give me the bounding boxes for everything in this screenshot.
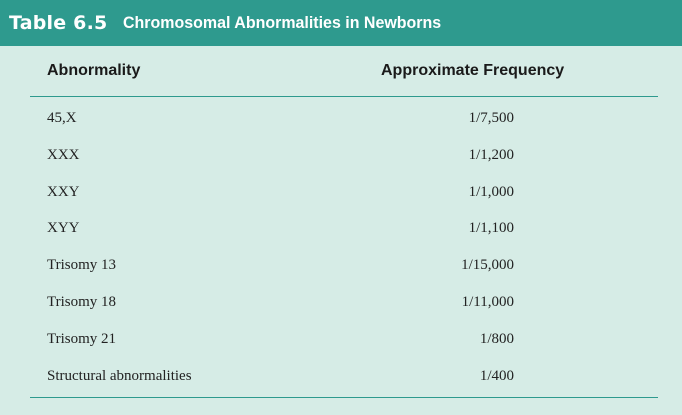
header-divider (30, 96, 658, 97)
frequency-cell: 1/800 (479, 330, 514, 347)
abnormality-cell: XXX (47, 146, 80, 163)
frequency-cell: 1/11,000 (461, 293, 514, 310)
table-row: XYY 1/1,100 (0, 210, 682, 247)
frequency-cell: 1/7,500 (468, 110, 514, 126)
table-row: XXX 1/1,200 (0, 137, 682, 174)
table-row: XXY 1/1,000 (0, 174, 682, 211)
table-title: Chromosomal Abnormalities in Newborns (123, 13, 442, 32)
abnormality-cell: 45,X (47, 110, 77, 126)
table-number: Table 6.5 (9, 12, 108, 34)
abnormality-cell: Trisomy 18 (47, 293, 117, 310)
frequency-cell: 1/400 (479, 367, 514, 384)
table-body: 45,X 1/7,500 XXX 1/1,200 XXY 1/1,000 XYY… (0, 100, 682, 394)
table-row: Trisomy 21 1/800 (0, 321, 682, 358)
table-row: Structural abnormalities 1/400 (0, 358, 682, 395)
abnormality-cell: XXY (47, 183, 80, 200)
frequency-cell: 1/1,100 (468, 220, 514, 237)
table-bottom-divider (30, 397, 658, 398)
table-header-row: Abnormality Approximate Frequency (0, 46, 682, 96)
abnormality-cell: Structural abnormalities (47, 367, 192, 384)
column-header-abnormality: Abnormality (47, 62, 141, 79)
abnormality-cell: Trisomy 13 (47, 257, 117, 274)
table-title-bar: Table 6.5 Chromosomal Abnormalities in N… (0, 0, 682, 46)
column-header-frequency: Approximate Frequency (381, 62, 565, 79)
abnormality-cell: XYY (47, 220, 80, 237)
table-row: 45,X 1/7,500 (0, 100, 682, 137)
frequency-cell: 1/1,000 (468, 183, 514, 200)
frequency-cell: 1/1,200 (468, 146, 514, 163)
table-row: Trisomy 13 1/15,000 (0, 247, 682, 284)
table-row: Trisomy 18 1/11,000 (0, 284, 682, 321)
abnormality-cell: Trisomy 21 (47, 330, 117, 347)
frequency-cell: 1/15,000 (461, 257, 514, 274)
